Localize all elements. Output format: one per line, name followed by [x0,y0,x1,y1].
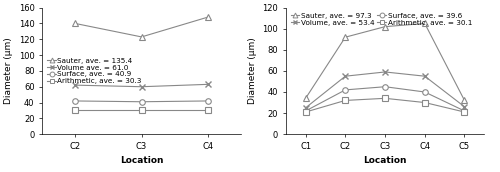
X-axis label: Location: Location [120,156,164,165]
Y-axis label: Diameter (μm): Diameter (μm) [4,37,13,104]
Legend: Sauter, ave. = 97.3, Volume, ave. = 53.4, Surface, ave. = 39.6, Arithmetic, ave.: Sauter, ave. = 97.3, Volume, ave. = 53.4… [290,11,474,27]
X-axis label: Location: Location [364,156,407,165]
Legend: Sauter, ave. = 135.4, Volume ave. = 61.0, Surface, ave. = 40.9, Arithmetic, ave.: Sauter, ave. = 135.4, Volume ave. = 61.0… [46,56,143,85]
Y-axis label: Diameter (μm): Diameter (μm) [248,37,257,104]
